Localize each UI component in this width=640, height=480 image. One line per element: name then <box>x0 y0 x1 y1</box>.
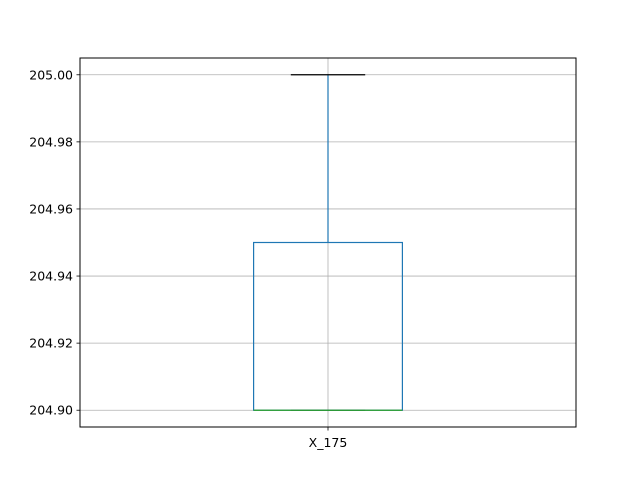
x-tick-label: X_175 <box>309 435 348 450</box>
box-series <box>253 74 404 411</box>
x-axis: X_175 <box>309 427 348 450</box>
y-tick-label: 204.94 <box>29 269 73 284</box>
y-tick-label: 205.00 <box>29 67 73 82</box>
y-axis: 204.90 204.92 204.94 204.96 204.98 205.00 <box>29 67 80 418</box>
y-tick-label: 204.96 <box>29 201 73 216</box>
y-tick-label: 204.90 <box>29 403 73 418</box>
y-tick-label: 204.98 <box>29 134 73 149</box>
y-tick-label: 204.92 <box>29 336 73 351</box>
